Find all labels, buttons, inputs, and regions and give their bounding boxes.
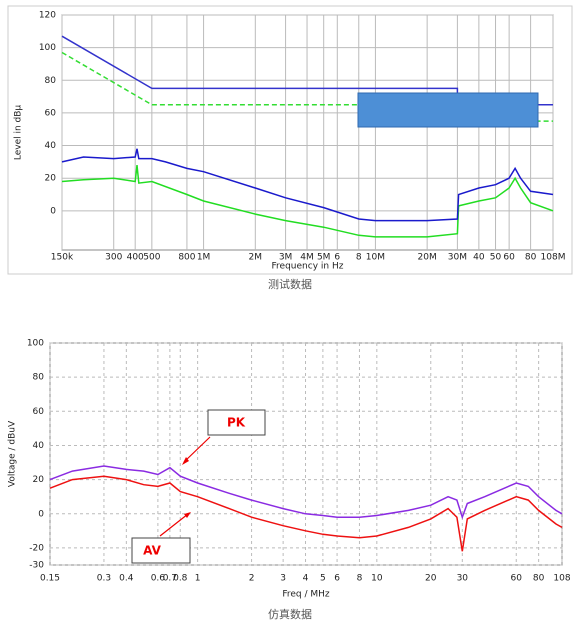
x-axis-label: Freq / MHz xyxy=(282,590,330,600)
x-tick-label: 0.6 xyxy=(151,574,166,584)
annotation-box xyxy=(207,409,266,436)
y-tick-label: 100 xyxy=(27,339,44,349)
series-line xyxy=(61,148,554,222)
annotation-arrow xyxy=(183,436,211,463)
x-tick-label: 0.7 xyxy=(163,574,177,584)
y-tick-label: -30 xyxy=(29,561,44,571)
series-line xyxy=(49,465,563,520)
caption: 测试数据 xyxy=(268,277,312,291)
arrow-head xyxy=(184,512,191,518)
x-tick-label: 150k xyxy=(51,253,74,263)
series-line xyxy=(49,475,563,552)
x-tick-label: 0.15 xyxy=(40,574,60,584)
y-tick-label: 100 xyxy=(39,43,56,53)
annotation-box xyxy=(131,537,191,564)
chart-frame xyxy=(7,5,573,275)
annotation: AV xyxy=(143,544,161,558)
y-axis-label: Level in dBµ xyxy=(14,105,24,161)
x-tick-label: 800 xyxy=(178,253,195,263)
x-tick-label: 60 xyxy=(511,574,523,584)
x-tick-label: 2 xyxy=(249,574,255,584)
x-tick-label: 500 xyxy=(143,253,160,263)
y-tick-label: 40 xyxy=(33,441,45,451)
x-tick-label: 10 xyxy=(371,574,383,584)
x-tick-label: 5M xyxy=(317,253,331,263)
cover-box xyxy=(357,92,539,128)
x-tick-label: 4M xyxy=(300,253,314,263)
x-tick-label: 400 xyxy=(127,253,144,263)
x-tick-label: 1 xyxy=(195,574,201,584)
arrow-head xyxy=(182,457,189,465)
x-tick-label: 3 xyxy=(280,574,286,584)
x-axis-label: Frequency in Hz xyxy=(272,262,344,272)
x-tick-label: 0.4 xyxy=(119,574,134,584)
caption: 仿真数据 xyxy=(268,607,312,621)
x-tick-label: 8 xyxy=(357,574,363,584)
y-tick-label: 0 xyxy=(50,206,56,216)
x-tick-label: 4 xyxy=(303,574,309,584)
x-tick-label: 20M xyxy=(418,253,437,263)
x-tick-label: 50 xyxy=(490,253,502,263)
annotation-arrow xyxy=(159,513,189,537)
x-tick-label: 108 xyxy=(553,574,570,584)
x-tick-label: 80 xyxy=(525,253,537,263)
annotation: PK xyxy=(227,416,246,430)
x-tick-label: 30M xyxy=(448,253,467,263)
x-tick-label: 300 xyxy=(105,253,122,263)
y-tick-label: 0 xyxy=(38,509,44,519)
x-tick-label: 0.3 xyxy=(97,574,111,584)
x-tick-label: 20 xyxy=(425,574,437,584)
x-tick-label: 108M xyxy=(541,253,566,263)
simulation-chart: -30 -20 0 20 40 60 80 100 0.15 0.3 0.4 0.60.70.8 1 2 3… xyxy=(8,339,571,622)
x-tick-label: 60 xyxy=(503,253,515,263)
x-tick-label: 6 xyxy=(334,253,340,263)
y-axis-label: Voltage / dBuV xyxy=(8,420,18,487)
x-tick-label: 2M xyxy=(249,253,263,263)
series-line xyxy=(61,165,554,238)
x-tick-label: 1M xyxy=(197,253,211,263)
y-tick-label: 20 xyxy=(33,475,45,485)
y-tick-label: 20 xyxy=(45,174,57,184)
x-tick-label: 0.8 xyxy=(173,574,188,584)
x-tick-label: 30 xyxy=(457,574,469,584)
x-tick-label: 5 xyxy=(320,574,326,584)
x-tick-label: 80 xyxy=(533,574,545,584)
y-tick-label: 60 xyxy=(33,407,45,417)
x-tick-label: 3M xyxy=(279,253,293,263)
x-tick-label: 6 xyxy=(334,574,340,584)
y-tick-label: -20 xyxy=(29,543,44,553)
y-tick-label: 40 xyxy=(45,141,57,151)
y-tick-label: 60 xyxy=(45,108,57,118)
x-tick-label: 10M xyxy=(366,253,385,263)
y-tick-label: 80 xyxy=(45,76,57,86)
y-tick-label: 120 xyxy=(39,11,56,21)
y-tick-label: 80 xyxy=(33,373,45,383)
x-tick-label: 8 xyxy=(356,253,362,263)
x-tick-label: 40 xyxy=(473,253,485,263)
